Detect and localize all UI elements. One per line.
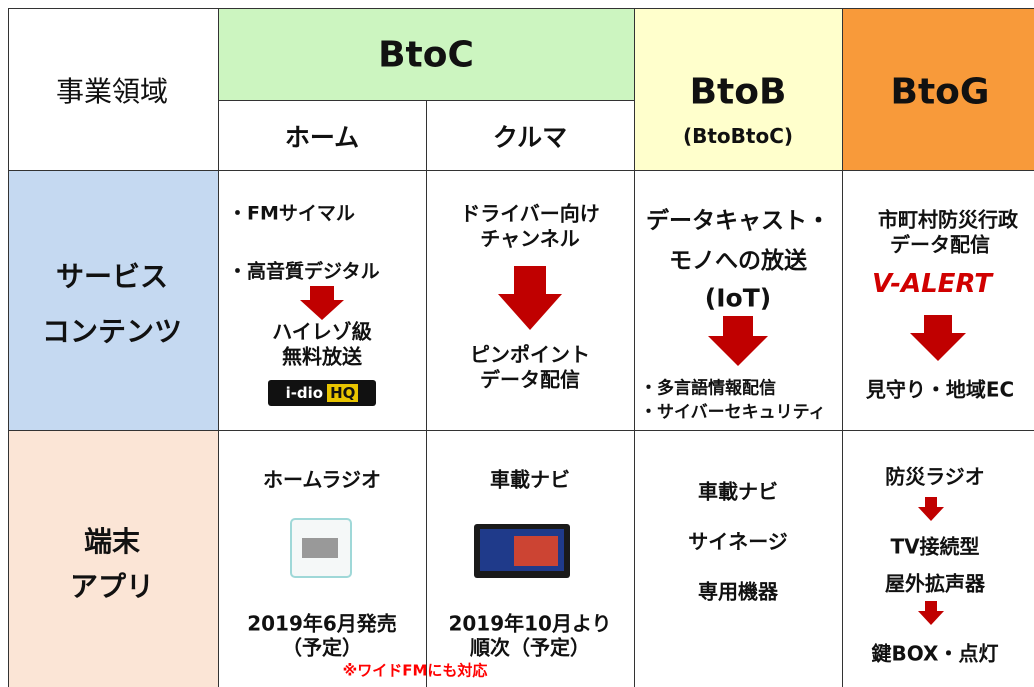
- row-label: 端末: [83, 525, 141, 558]
- valert-logo: V-ALERT: [871, 269, 993, 299]
- arrow: [918, 497, 944, 521]
- btob-label: BtoB: [689, 71, 787, 113]
- arrow: [300, 286, 344, 320]
- btob-sub: (BtoBtoC): [682, 124, 794, 148]
- row-label: サービス: [55, 260, 169, 293]
- result: 無料放送: [282, 344, 362, 369]
- item: データ配信: [890, 232, 990, 257]
- logo-text: HQ: [327, 384, 359, 402]
- arrow: [918, 601, 944, 625]
- device-item: TV接続型: [890, 534, 980, 559]
- btoc-label: BtoC: [378, 34, 474, 76]
- device-title: ホームラジオ: [263, 467, 381, 492]
- item: ・FMサイマル: [228, 202, 355, 225]
- release: 2019年10月より: [448, 611, 612, 636]
- item: チャンネル: [480, 226, 580, 251]
- corner-label: 事業領域: [55, 75, 169, 108]
- radio-image: [290, 518, 352, 578]
- item: データキャスト・: [646, 208, 830, 234]
- device-item: 防災ラジオ: [885, 464, 985, 489]
- cell: [842, 430, 1034, 687]
- release: 順次（予定）: [470, 635, 590, 660]
- item: ドライバー向け: [460, 201, 600, 226]
- device-title: 車載ナビ: [490, 467, 570, 492]
- btog-cell: [842, 8, 1034, 171]
- home-label: ホーム: [284, 123, 360, 152]
- idio-logo: i-dio HQ: [268, 380, 376, 406]
- navi-image: [474, 524, 570, 578]
- item: (IoT): [704, 283, 772, 313]
- row-label: アプリ: [69, 570, 155, 603]
- release: （予定）: [282, 635, 362, 660]
- logo-text: i-dio: [285, 384, 324, 402]
- device-item: 車載ナビ: [698, 479, 778, 504]
- item: 市町村防災行政: [878, 207, 1018, 232]
- btog-label: BtoG: [890, 71, 990, 113]
- item: モノへの放送: [669, 248, 807, 274]
- arrow: [708, 316, 768, 366]
- corner-cell: [8, 8, 219, 171]
- release: 2019年6月発売: [247, 611, 397, 636]
- device-label-cell: [8, 430, 219, 687]
- cell: [634, 430, 843, 687]
- btoc-cell: [218, 8, 635, 101]
- arrow: [910, 315, 966, 361]
- result: データ配信: [480, 367, 580, 392]
- note: ※ワイドFMにも対応: [342, 661, 488, 680]
- car-label: クルマ: [492, 123, 568, 152]
- result: ・多言語情報配信: [640, 378, 776, 399]
- item: ・高音質デジタル: [228, 260, 380, 283]
- service-label-cell: [8, 170, 219, 431]
- device-item: サイネージ: [688, 529, 788, 554]
- device-item: 屋外拡声器: [885, 571, 985, 596]
- arrow: [498, 266, 562, 330]
- btob-cell: [634, 8, 843, 171]
- device-item: 専用機器: [698, 579, 778, 604]
- device-item: 鍵BOX・点灯: [871, 641, 999, 666]
- result: ピンポイント: [470, 342, 590, 367]
- result: ・サイバーセキュリティ: [640, 402, 826, 423]
- result: ハイレゾ級: [272, 319, 372, 344]
- result: 見守り・地域EC: [865, 377, 1015, 402]
- row-label: コンテンツ: [41, 315, 183, 348]
